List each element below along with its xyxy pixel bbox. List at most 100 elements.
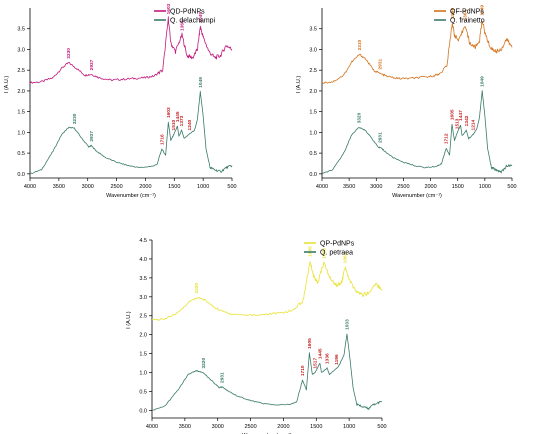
peak-label: 1603 bbox=[166, 3, 172, 14]
peak-label: 1214 bbox=[471, 119, 477, 130]
peak-label: 1049 bbox=[480, 76, 486, 87]
y-tick-label: 3.0 bbox=[139, 295, 147, 301]
peak-label: 2931 bbox=[378, 59, 384, 70]
peak-label: 1364 bbox=[463, 10, 469, 21]
peak-label: 1049 bbox=[198, 77, 204, 88]
x-tick-label: 500 bbox=[507, 184, 516, 190]
peak-label: 1605 bbox=[450, 109, 456, 120]
y-tick-label: 3.5 bbox=[139, 276, 147, 282]
legend-entry: QD-PdNPs bbox=[170, 9, 205, 16]
legend-entry: Q. delachampi bbox=[170, 18, 216, 25]
y-tick-label: 0.0 bbox=[139, 408, 147, 414]
peak-label: 1445 bbox=[317, 348, 323, 359]
x-tick-label: 2500 bbox=[397, 184, 409, 190]
y-tick-label: 0.0 bbox=[309, 172, 317, 178]
y-tick-label: 2.0 bbox=[309, 89, 317, 95]
peak-label: 1710 bbox=[300, 365, 306, 376]
y-axis-title: I (A.U.) bbox=[4, 76, 10, 94]
chart-panel-1: 4000 3500 3000 2500 2000 1500 1000 500 0.0 0.5 1.0… bbox=[4, 3, 237, 199]
x-tick-label: 500 bbox=[377, 424, 386, 430]
peak-label: 1240 bbox=[187, 119, 193, 130]
y-tick-label: 0.5 bbox=[139, 389, 147, 395]
x-tick-label: 1000 bbox=[343, 424, 355, 430]
peak-label: 3230 bbox=[72, 113, 78, 124]
legend-entry: Q. petraea bbox=[320, 250, 353, 257]
series-line bbox=[29, 16, 233, 84]
peak-label: 1062 bbox=[343, 252, 349, 263]
peak-label: 1336 bbox=[325, 353, 331, 364]
y-tick-label: 3.5 bbox=[309, 27, 317, 33]
x-tick-label: 2000 bbox=[139, 184, 151, 190]
x-tick-label: 3500 bbox=[343, 184, 355, 190]
series-line bbox=[151, 261, 383, 321]
x-tick-label: 3000 bbox=[212, 424, 224, 430]
y-tick-label: 3.0 bbox=[17, 47, 25, 53]
x-tick-label: 1000 bbox=[479, 184, 491, 190]
series-line bbox=[321, 90, 513, 175]
y-tick-label: 1.0 bbox=[309, 130, 317, 136]
peak-label: 1366 bbox=[180, 20, 186, 31]
peak-label: 3320 bbox=[194, 283, 200, 294]
peak-label: 3310 bbox=[357, 39, 363, 50]
y-tick-label: 0.5 bbox=[309, 151, 317, 157]
peak-label: 1373 bbox=[179, 115, 185, 126]
peak-label: 1049 bbox=[480, 5, 486, 16]
y-axis-title: I (A.U.) bbox=[126, 311, 132, 329]
legend-entry: QF-PdNPs bbox=[450, 9, 484, 16]
series-line bbox=[29, 90, 233, 175]
peak-label: 1513 bbox=[455, 118, 461, 129]
peak-label: 1386 bbox=[321, 248, 327, 259]
x-tick-label: 3000 bbox=[82, 184, 94, 190]
peak-label: 2937 bbox=[89, 59, 95, 70]
x-tick-label: 3500 bbox=[53, 184, 65, 190]
y-tick-label: 4.0 bbox=[139, 257, 147, 263]
y-tick-label: 0.5 bbox=[17, 151, 25, 157]
x-tick-label: 4000 bbox=[316, 184, 328, 190]
x-tick-label: 2000 bbox=[424, 184, 436, 190]
y-tick-label: 3.0 bbox=[309, 47, 317, 53]
chart-panel-2: 4000 3500 3000 2500 2000 1500 1000 500 0.0 0.5 1.0… bbox=[296, 5, 517, 199]
peak-label: 2937 bbox=[89, 131, 95, 142]
peak-label: 1049 bbox=[198, 12, 204, 23]
y-tick-label: 1.5 bbox=[139, 352, 147, 358]
peak-label: 3320 bbox=[356, 112, 362, 123]
x-tick-label: 500 bbox=[227, 184, 236, 190]
x-tick-label: 1500 bbox=[310, 424, 322, 430]
peak-label: 1716 bbox=[159, 134, 165, 145]
peak-label: 1510 bbox=[171, 119, 177, 130]
peak-label: 1712 bbox=[444, 133, 450, 144]
peak-label: 1447 bbox=[458, 110, 464, 121]
chart-panel-3: 4000 3500 3000 2500 2000 1500 1000 500 0.0 0.5 1.0… bbox=[126, 238, 387, 434]
x-tick-label: 4000 bbox=[146, 424, 158, 430]
peak-label: 1342 bbox=[464, 115, 470, 126]
y-tick-label: 1.0 bbox=[139, 371, 147, 377]
y-tick-label: 4.5 bbox=[139, 238, 147, 244]
x-tick-label: 1000 bbox=[197, 184, 209, 190]
y-tick-label: 2.5 bbox=[17, 68, 25, 74]
peak-label: 1445 bbox=[175, 111, 181, 122]
legend-entry: QP-PdNPs bbox=[320, 241, 355, 248]
peak-label: 2931 bbox=[378, 132, 384, 143]
peak-label: 2931 bbox=[220, 372, 226, 383]
series-line bbox=[151, 333, 383, 411]
y-tick-label: 2.0 bbox=[17, 89, 25, 95]
peak-label: 3330 bbox=[66, 48, 72, 59]
y-tick-label: 2.5 bbox=[309, 68, 317, 74]
x-tick-label: 2500 bbox=[244, 424, 256, 430]
x-tick-label: 2500 bbox=[110, 184, 122, 190]
series-line bbox=[321, 20, 513, 84]
y-tick-label: 2.0 bbox=[139, 333, 147, 339]
legend-entry: Q. frainetto bbox=[450, 18, 485, 25]
peak-label: 3220 bbox=[201, 358, 207, 369]
x-tick-label: 1500 bbox=[168, 184, 180, 190]
y-axis-title: I (A.U.) bbox=[296, 76, 302, 94]
y-tick-label: 0.0 bbox=[17, 172, 25, 178]
x-tick-label: 3000 bbox=[370, 184, 382, 190]
y-tick-label: 1.5 bbox=[17, 110, 25, 116]
peak-label: 1196 bbox=[334, 354, 340, 365]
peak-label: 1603 bbox=[166, 107, 172, 118]
x-tick-label: 1500 bbox=[452, 184, 464, 190]
y-tick-label: 1.5 bbox=[309, 110, 317, 116]
peak-label: 1605 bbox=[307, 338, 313, 349]
